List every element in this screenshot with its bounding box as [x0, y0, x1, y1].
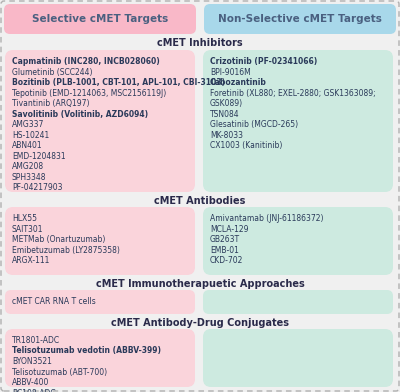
Text: Emibetuzumab (LY2875358): Emibetuzumab (LY2875358)	[12, 245, 120, 254]
Text: RC108-ADC: RC108-ADC	[12, 388, 56, 392]
Text: AMG208: AMG208	[12, 162, 44, 171]
Text: HS-10241: HS-10241	[12, 131, 49, 140]
FancyBboxPatch shape	[203, 207, 393, 275]
Text: Tepotinib (EMD-1214063, MSC2156119J): Tepotinib (EMD-1214063, MSC2156119J)	[12, 89, 166, 98]
Text: cMET CAR RNA T cells: cMET CAR RNA T cells	[12, 297, 96, 306]
FancyBboxPatch shape	[4, 4, 196, 34]
Text: METMab (Onartuzumab): METMab (Onartuzumab)	[12, 235, 105, 244]
FancyBboxPatch shape	[5, 290, 195, 314]
Text: GB263T: GB263T	[210, 235, 240, 244]
Text: Tivantinib (ARQ197): Tivantinib (ARQ197)	[12, 99, 90, 108]
Text: cMET Immunotherapuetic Approaches: cMET Immunotherapuetic Approaches	[96, 279, 304, 289]
Text: Glumetinib (SCC244): Glumetinib (SCC244)	[12, 67, 92, 76]
Text: BYON3521: BYON3521	[12, 357, 52, 366]
Text: CX1003 (Kanitinib): CX1003 (Kanitinib)	[210, 141, 282, 150]
Text: EMD-1204831: EMD-1204831	[12, 151, 66, 160]
Text: ARGX-111: ARGX-111	[12, 256, 50, 265]
Text: Foretinib (XL880; EXEL-2880; GSK1363089;: Foretinib (XL880; EXEL-2880; GSK1363089;	[210, 89, 376, 98]
Text: MK-8033: MK-8033	[210, 131, 243, 140]
Text: Telisotuzumab (ABT-700): Telisotuzumab (ABT-700)	[12, 368, 107, 376]
Text: PF-04217903: PF-04217903	[12, 183, 62, 192]
FancyBboxPatch shape	[204, 4, 396, 34]
Text: ABBV-400: ABBV-400	[12, 378, 49, 387]
Text: HLX55: HLX55	[12, 214, 37, 223]
Text: MCLA-129: MCLA-129	[210, 225, 248, 234]
Text: ABN401: ABN401	[12, 141, 43, 150]
Text: SAIT301: SAIT301	[12, 225, 44, 234]
Text: Bozitinib (PLB-1001, CBT-101, APL-101, CBI-3103): Bozitinib (PLB-1001, CBT-101, APL-101, C…	[12, 78, 225, 87]
Text: cMET Inhibitors: cMET Inhibitors	[157, 38, 243, 48]
Text: BPI-9016M: BPI-9016M	[210, 67, 251, 76]
Text: Selective cMET Targets: Selective cMET Targets	[32, 14, 168, 24]
Text: Non-Selective cMET Targets: Non-Selective cMET Targets	[218, 14, 382, 24]
Text: Savolitinib (Volitinib, AZD6094): Savolitinib (Volitinib, AZD6094)	[12, 109, 148, 118]
FancyBboxPatch shape	[203, 329, 393, 387]
Text: AMG337: AMG337	[12, 120, 44, 129]
FancyBboxPatch shape	[5, 207, 195, 275]
FancyBboxPatch shape	[5, 329, 195, 387]
Text: GSK089): GSK089)	[210, 99, 243, 108]
Text: EMB-01: EMB-01	[210, 245, 239, 254]
Text: Capmatinib (INC280, INCB028060): Capmatinib (INC280, INCB028060)	[12, 57, 160, 66]
Text: cMET Antibody-Drug Conjugates: cMET Antibody-Drug Conjugates	[111, 318, 289, 328]
FancyBboxPatch shape	[203, 290, 393, 314]
Text: cMET Antibodies: cMET Antibodies	[154, 196, 246, 206]
Text: Amivantamab (JNJ-61186372): Amivantamab (JNJ-61186372)	[210, 214, 324, 223]
Text: TR1801-ADC: TR1801-ADC	[12, 336, 60, 345]
Text: Cabozantinib: Cabozantinib	[210, 78, 267, 87]
Text: CKD-702: CKD-702	[210, 256, 243, 265]
Text: Telisotuzumab vedotin (ABBV-399): Telisotuzumab vedotin (ABBV-399)	[12, 347, 161, 356]
FancyBboxPatch shape	[203, 50, 393, 192]
Text: Crizotinib (PF-02341066): Crizotinib (PF-02341066)	[210, 57, 317, 66]
Text: Glesatinib (MGCD-265): Glesatinib (MGCD-265)	[210, 120, 298, 129]
Text: TSN084: TSN084	[210, 109, 240, 118]
FancyBboxPatch shape	[5, 50, 195, 192]
Text: SPH3348: SPH3348	[12, 172, 46, 181]
